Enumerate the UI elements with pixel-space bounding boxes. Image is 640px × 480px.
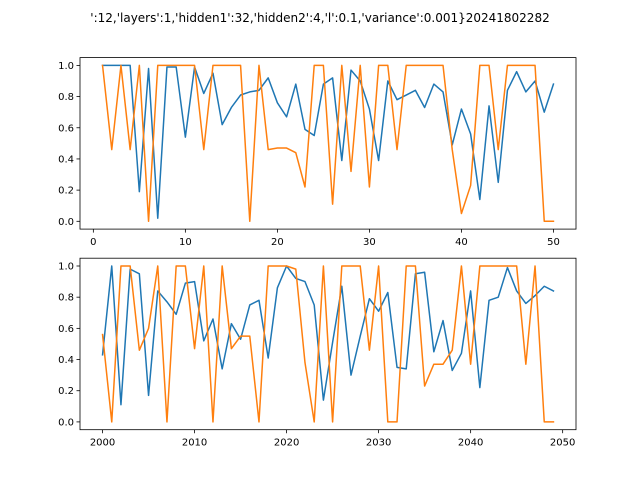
y-tick-label: 1.0: [58, 261, 74, 272]
x-tick-label: 2050: [550, 438, 575, 449]
y-tick-label: 0.2: [58, 186, 74, 197]
axes-frame: [79, 257, 577, 431]
y-tick-label: 0.4: [58, 154, 74, 165]
x-tick-label: 0: [90, 237, 96, 248]
y-tick-label: 0.8: [58, 92, 74, 103]
x-tick-label: 40: [455, 237, 468, 248]
y-tick-label: 0.0: [58, 217, 74, 228]
x-tick-label: 2030: [366, 438, 391, 449]
x-tick-label: 2020: [274, 438, 299, 449]
x-tick-label: 50: [547, 237, 560, 248]
x-tick-label: 30: [363, 237, 376, 248]
series-line-blue: [101, 265, 555, 406]
top-subplot: 0 10 20 30 40 50 0.0 0.2 0.4 0.6 0.8 1.0: [58, 57, 577, 248]
x-tick-label: 2040: [458, 438, 483, 449]
bottom-subplot: 2000 2010 2020 2030 2040 2050 0.0 0.2 0.4 0.6 0.8 1…: [58, 257, 577, 449]
series-line-blue: [101, 64, 555, 219]
series-line-orange: [101, 265, 555, 423]
x-tick-label: 10: [179, 237, 192, 248]
y-tick-label: 0.8: [58, 293, 74, 304]
x-tick-label: 2010: [182, 438, 207, 449]
y-tick-label: 1.0: [58, 61, 74, 72]
axes-frame: [79, 57, 577, 230]
y-tick-label: 0.0: [58, 417, 74, 428]
series-line-orange: [101, 64, 555, 223]
y-tick-label: 0.2: [58, 386, 74, 397]
x-tick-label: 2000: [90, 438, 115, 449]
figure-title: ':12,'layers':1,'hidden1':32,'hidden2':4…: [90, 11, 549, 25]
y-tick-label: 0.6: [58, 123, 74, 134]
y-tick-label: 0.4: [58, 355, 74, 366]
y-tick-label: 0.6: [58, 324, 74, 335]
x-tick-label: 20: [271, 237, 284, 248]
